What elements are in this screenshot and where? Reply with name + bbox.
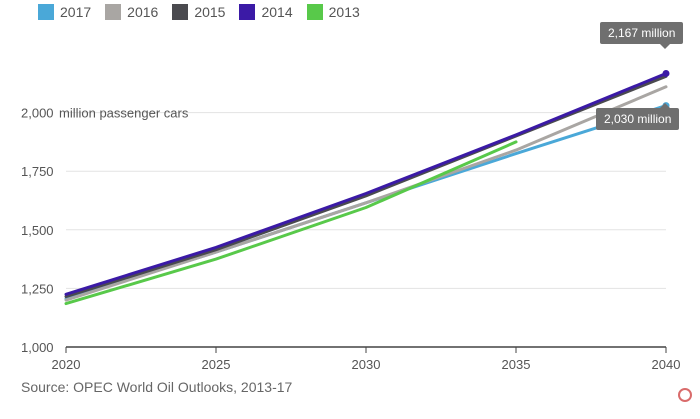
y-tick-label: 2,000 xyxy=(21,106,54,121)
y-tick-label: 1,000 xyxy=(21,340,54,355)
y-tick-label: 1,250 xyxy=(21,281,54,296)
corner-badge-icon xyxy=(678,388,692,402)
y-tick-label: 1,750 xyxy=(21,164,54,179)
legend-swatch xyxy=(38,4,54,20)
legend-label: 2016 xyxy=(127,4,159,20)
y-tick-label: 1,500 xyxy=(21,223,54,238)
legend-swatch xyxy=(306,4,323,20)
legend-swatch xyxy=(172,4,189,20)
x-tick-label: 2025 xyxy=(202,357,231,372)
series-line-2014 xyxy=(64,72,668,296)
legend-item-2014: 2014 xyxy=(239,4,293,20)
y-axis-label: million passenger cars xyxy=(59,106,189,121)
legend-label: 2017 xyxy=(60,4,92,20)
legend-label: 2014 xyxy=(261,4,293,20)
legend-item-2016: 2016 xyxy=(105,4,158,20)
legend-label: 2013 xyxy=(328,4,360,20)
x-tick-label: 2035 xyxy=(502,357,531,372)
legend-item-2017: 2017 xyxy=(38,4,91,20)
series-line-2016 xyxy=(64,85,668,302)
callout-2014-end-value: 2,167 million xyxy=(600,22,684,49)
x-tick-label: 2040 xyxy=(652,357,681,372)
legend-item-2013: 2013 xyxy=(306,4,360,20)
chart-source: Source: OPEC World Oil Outlooks, 2013-17 xyxy=(21,379,293,395)
x-tick-label: 2030 xyxy=(352,357,381,372)
x-tick-label: 2020 xyxy=(52,357,81,372)
chart-legend: 2017 2016 2015 2014 2013 xyxy=(38,4,360,20)
series-line-2015 xyxy=(64,74,668,299)
legend-item-2015: 2015 xyxy=(172,4,225,20)
legend-swatch xyxy=(239,4,256,20)
legend-label: 2015 xyxy=(194,4,226,20)
legend-swatch xyxy=(105,4,122,20)
series-line-2013 xyxy=(64,140,518,306)
endpoint-marker-2014 xyxy=(662,69,670,77)
callout-2017-end-value: 2,030 million xyxy=(596,103,680,130)
